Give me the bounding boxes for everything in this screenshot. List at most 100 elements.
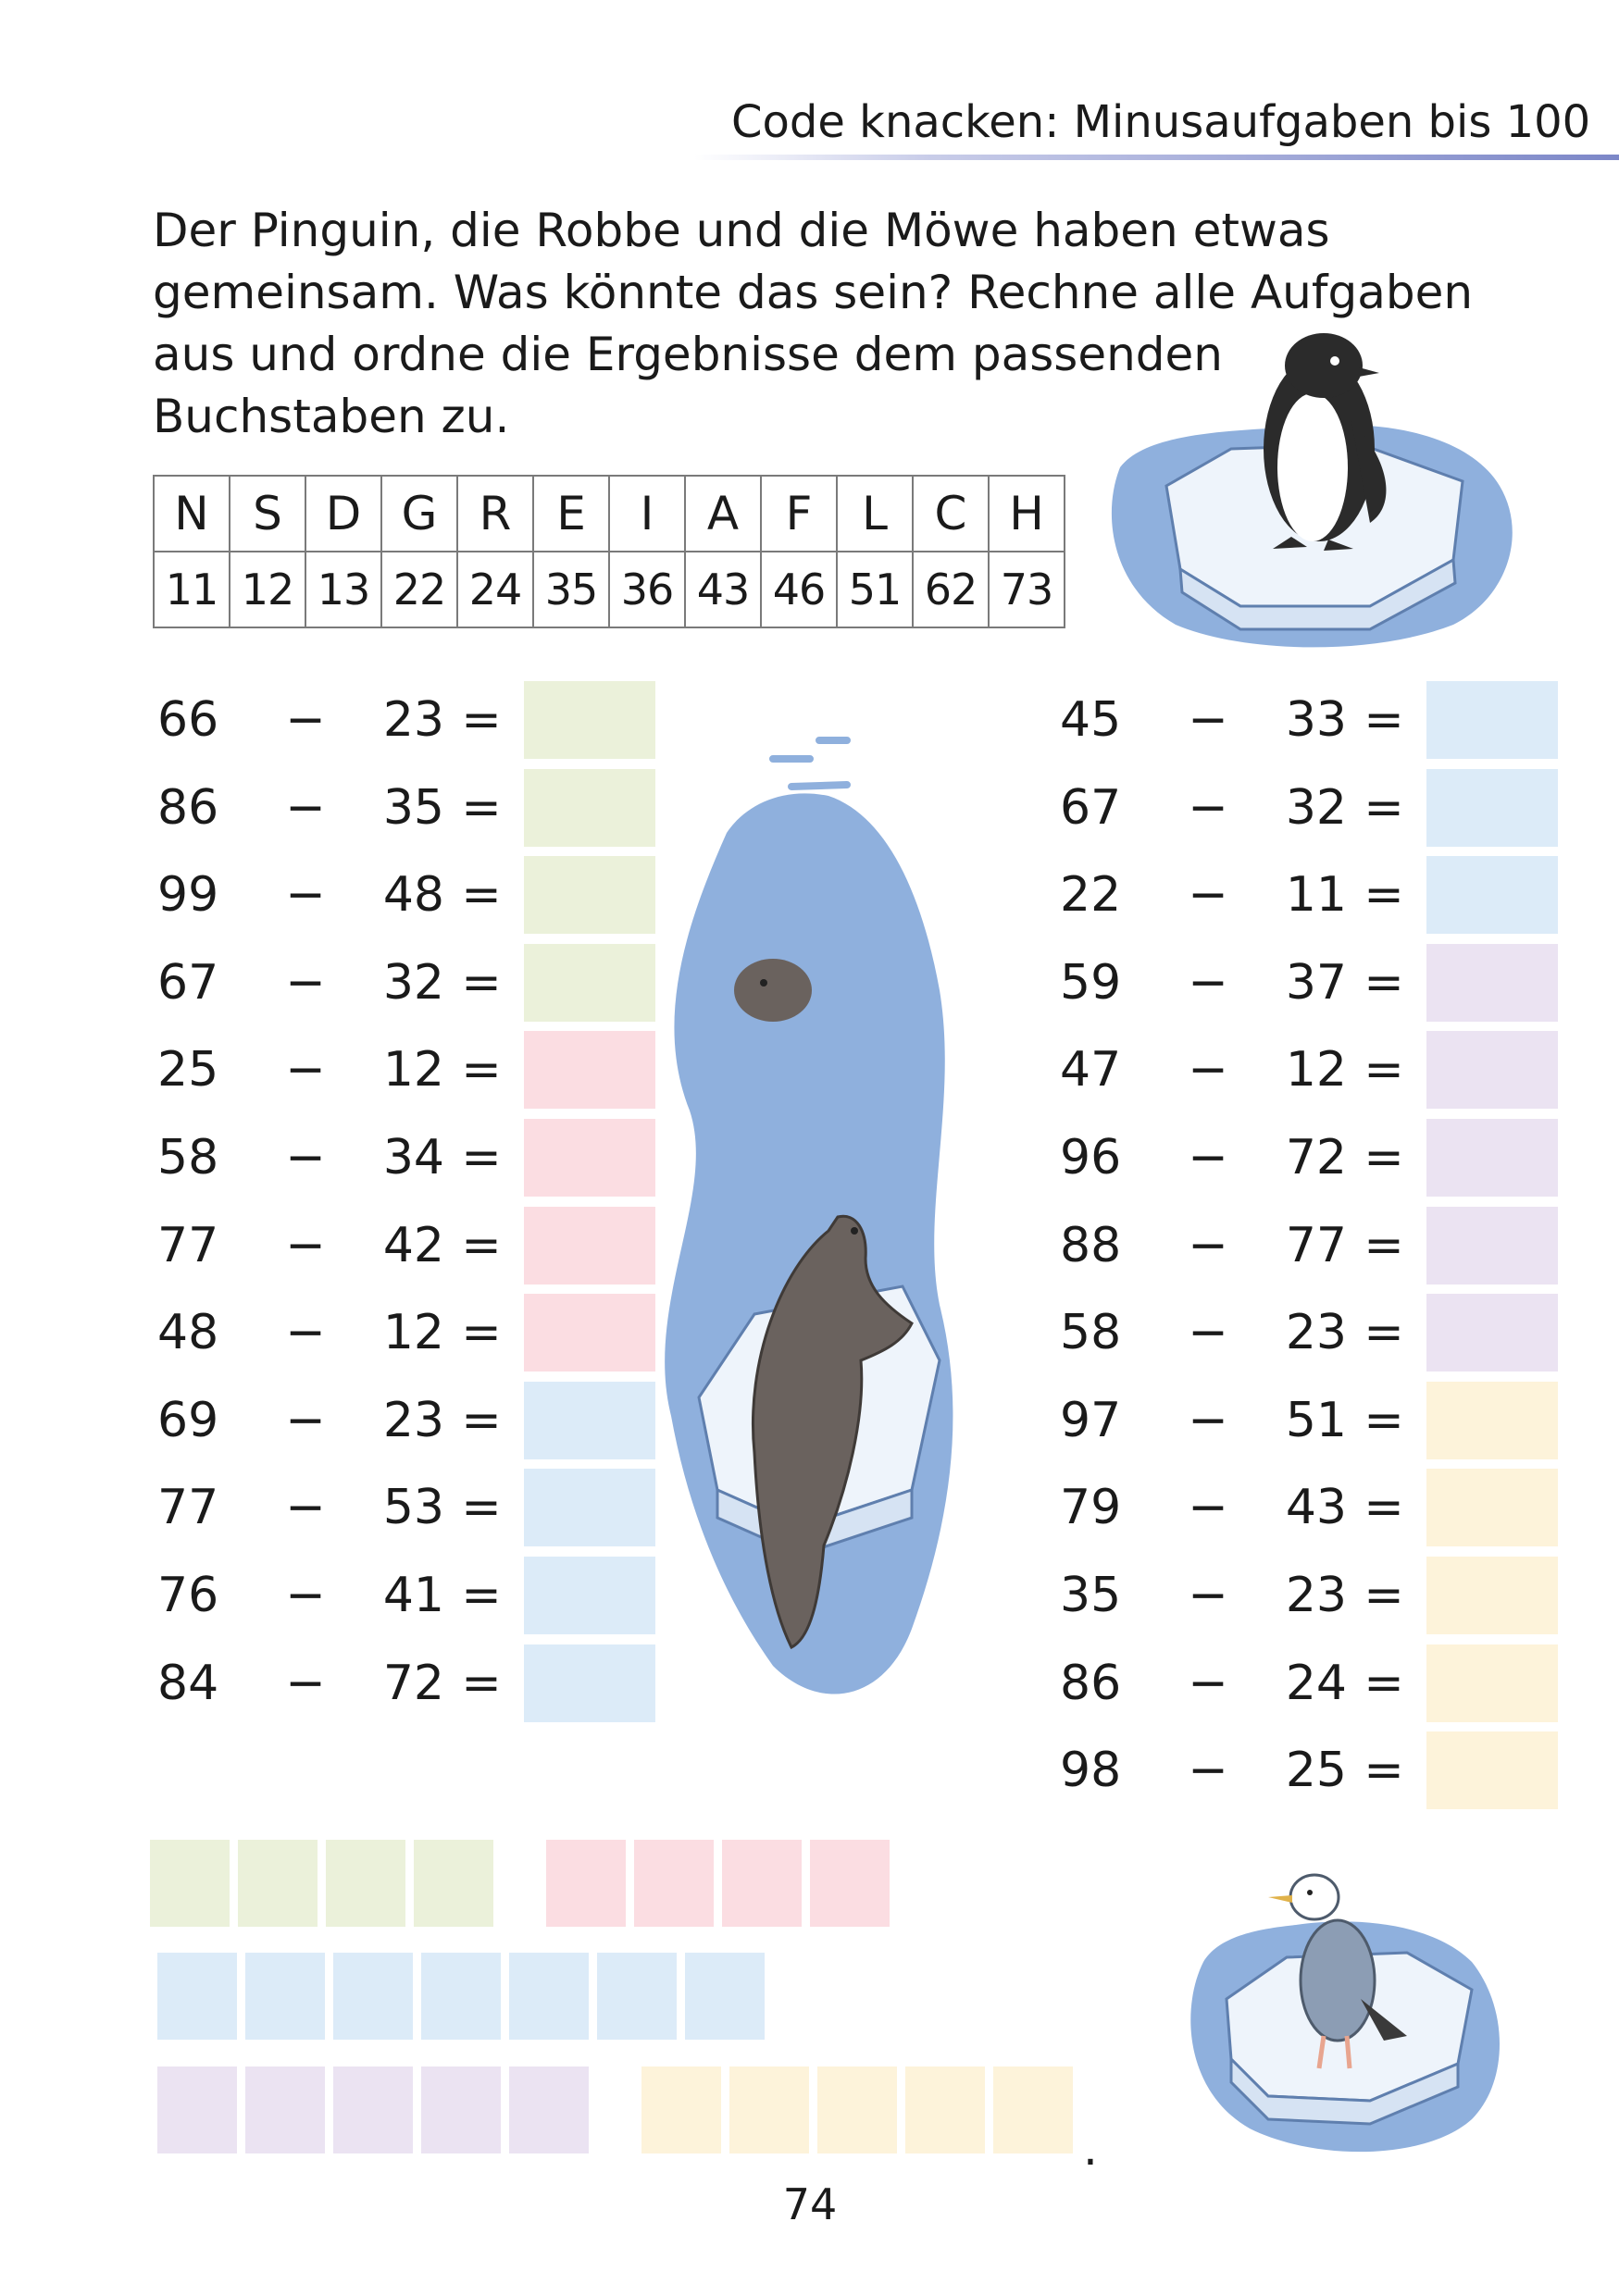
equals-sign: = bbox=[1364, 954, 1404, 1011]
minus-sign: − bbox=[285, 867, 326, 924]
solution-letter-box[interactable] bbox=[157, 2066, 237, 2153]
answer-input-box[interactable] bbox=[524, 1119, 655, 1197]
equals-sign: = bbox=[461, 1042, 502, 1098]
answer-input-box[interactable] bbox=[524, 1381, 655, 1459]
solution-letter-box[interactable] bbox=[421, 2066, 501, 2153]
solution-letter-box[interactable] bbox=[905, 2066, 985, 2153]
code-number-cell: 43 bbox=[684, 551, 762, 628]
solution-letter-box[interactable] bbox=[245, 1953, 325, 2040]
answer-input-box[interactable] bbox=[524, 1644, 655, 1722]
solution-letter-box[interactable] bbox=[509, 2066, 589, 2153]
answer-input-box[interactable] bbox=[1426, 1206, 1558, 1285]
subtrahend: 34 bbox=[382, 1130, 444, 1185]
code-number-cell: 13 bbox=[305, 551, 382, 628]
code-number-cell: 22 bbox=[380, 551, 458, 628]
answer-input-box[interactable] bbox=[1426, 1469, 1558, 1547]
subtrahend: 25 bbox=[1285, 1743, 1347, 1799]
equals-sign: = bbox=[461, 779, 502, 836]
minuend: 47 bbox=[1060, 1042, 1122, 1098]
answer-input-box[interactable] bbox=[524, 1557, 655, 1634]
solution-letter-box[interactable] bbox=[326, 1840, 405, 1927]
minus-sign: − bbox=[285, 779, 326, 836]
solution-letter-box[interactable] bbox=[634, 1840, 714, 1927]
exercise-row: 58 − 34 = bbox=[157, 1119, 655, 1197]
solution-letter-box[interactable] bbox=[729, 2066, 809, 2153]
minuend: 86 bbox=[157, 779, 219, 836]
answer-input-box[interactable] bbox=[1426, 1119, 1558, 1197]
exercise-row: 96 − 72 = bbox=[1060, 1119, 1558, 1197]
minuend: 58 bbox=[1060, 1305, 1122, 1361]
solution-letter-box[interactable] bbox=[238, 1840, 318, 1927]
minuend: 22 bbox=[1060, 867, 1122, 924]
solution-letter-box[interactable] bbox=[810, 1840, 890, 1927]
code-number-row: 11 12 13 22 24 35 36 43 46 51 62 73 bbox=[153, 551, 1065, 628]
minus-sign: − bbox=[1188, 1217, 1228, 1273]
instruction-line: gemeinsam. Was könnte das sein? Rechne a… bbox=[153, 266, 1474, 319]
answer-input-box[interactable] bbox=[1426, 768, 1558, 847]
solution-letter-box[interactable] bbox=[421, 1953, 501, 2040]
minus-sign: − bbox=[1188, 1042, 1228, 1098]
code-number-cell: 73 bbox=[988, 551, 1065, 628]
answer-input-box[interactable] bbox=[1426, 1557, 1558, 1634]
answer-input-box[interactable] bbox=[524, 943, 655, 1022]
solution-letter-box[interactable] bbox=[414, 1840, 493, 1927]
seal-icon bbox=[665, 737, 953, 1694]
answer-input-box[interactable] bbox=[524, 1206, 655, 1285]
subtrahend: 51 bbox=[1285, 1392, 1347, 1448]
answer-input-box[interactable] bbox=[1426, 1731, 1558, 1810]
subtrahend: 32 bbox=[382, 954, 444, 1011]
exercise-row: 99 −48 = bbox=[157, 856, 655, 935]
minuend: 76 bbox=[157, 1568, 219, 1623]
exercise-row: 86 − 24 = bbox=[1060, 1644, 1558, 1722]
answer-input-box[interactable] bbox=[1426, 1294, 1558, 1372]
equals-sign: = bbox=[461, 1130, 502, 1185]
solution-letter-box[interactable] bbox=[722, 1840, 802, 1927]
minus-sign: − bbox=[1188, 692, 1228, 748]
answer-input-box[interactable] bbox=[524, 1469, 655, 1547]
exercise-row: 66 −23 = bbox=[157, 681, 655, 759]
answer-input-box[interactable] bbox=[524, 681, 655, 759]
solution-letter-box[interactable] bbox=[597, 1953, 677, 2040]
answer-input-box[interactable] bbox=[1426, 856, 1558, 935]
minuend: 48 bbox=[157, 1305, 219, 1361]
code-letter-cell: N bbox=[153, 475, 230, 552]
equals-sign: = bbox=[461, 1217, 502, 1273]
solution-letter-box[interactable] bbox=[150, 1840, 230, 1927]
equals-sign: = bbox=[1364, 1305, 1404, 1361]
minus-sign: − bbox=[1188, 779, 1228, 836]
subtrahend: 53 bbox=[382, 1480, 444, 1536]
solution-letter-box[interactable] bbox=[245, 2066, 325, 2153]
answer-input-box[interactable] bbox=[524, 1031, 655, 1110]
code-letter-cell: S bbox=[229, 475, 306, 552]
code-letter-cell: D bbox=[305, 475, 382, 552]
page-number: 74 bbox=[782, 2179, 838, 2229]
solution-letter-box[interactable] bbox=[157, 1953, 237, 2040]
solution-letter-box[interactable] bbox=[993, 2066, 1073, 2153]
code-letter-cell: C bbox=[912, 475, 990, 552]
exercise-row: 88 − 77 = bbox=[1060, 1206, 1558, 1285]
solution-letter-box[interactable] bbox=[817, 2066, 897, 2153]
answer-input-box[interactable] bbox=[524, 856, 655, 935]
minuend: 25 bbox=[157, 1042, 219, 1098]
exercise-row: 45 − 33 = bbox=[1060, 681, 1558, 759]
solution-letter-box[interactable] bbox=[546, 1840, 626, 1927]
answer-input-box[interactable] bbox=[1426, 1644, 1558, 1722]
solution-letter-box[interactable] bbox=[685, 1953, 765, 2040]
solution-letter-box[interactable] bbox=[333, 1953, 413, 2040]
minus-sign: − bbox=[285, 1042, 326, 1098]
equals-sign: = bbox=[1364, 692, 1404, 748]
solution-letter-box[interactable] bbox=[509, 1953, 589, 2040]
answer-input-box[interactable] bbox=[1426, 1031, 1558, 1110]
equals-sign: = bbox=[461, 1568, 502, 1623]
minuend: 96 bbox=[1060, 1130, 1122, 1185]
answer-input-box[interactable] bbox=[1426, 1381, 1558, 1459]
answer-input-box[interactable] bbox=[1426, 943, 1558, 1022]
answer-input-box[interactable] bbox=[1426, 681, 1558, 759]
solution-letter-box[interactable] bbox=[641, 2066, 721, 2153]
exercise-row: 97 − 51 = bbox=[1060, 1381, 1558, 1459]
answer-input-box[interactable] bbox=[524, 1294, 655, 1372]
minus-sign: − bbox=[285, 1568, 326, 1623]
solution-letter-box[interactable] bbox=[333, 2066, 413, 2153]
answer-input-box[interactable] bbox=[524, 768, 655, 847]
minus-sign: − bbox=[1188, 1568, 1228, 1623]
